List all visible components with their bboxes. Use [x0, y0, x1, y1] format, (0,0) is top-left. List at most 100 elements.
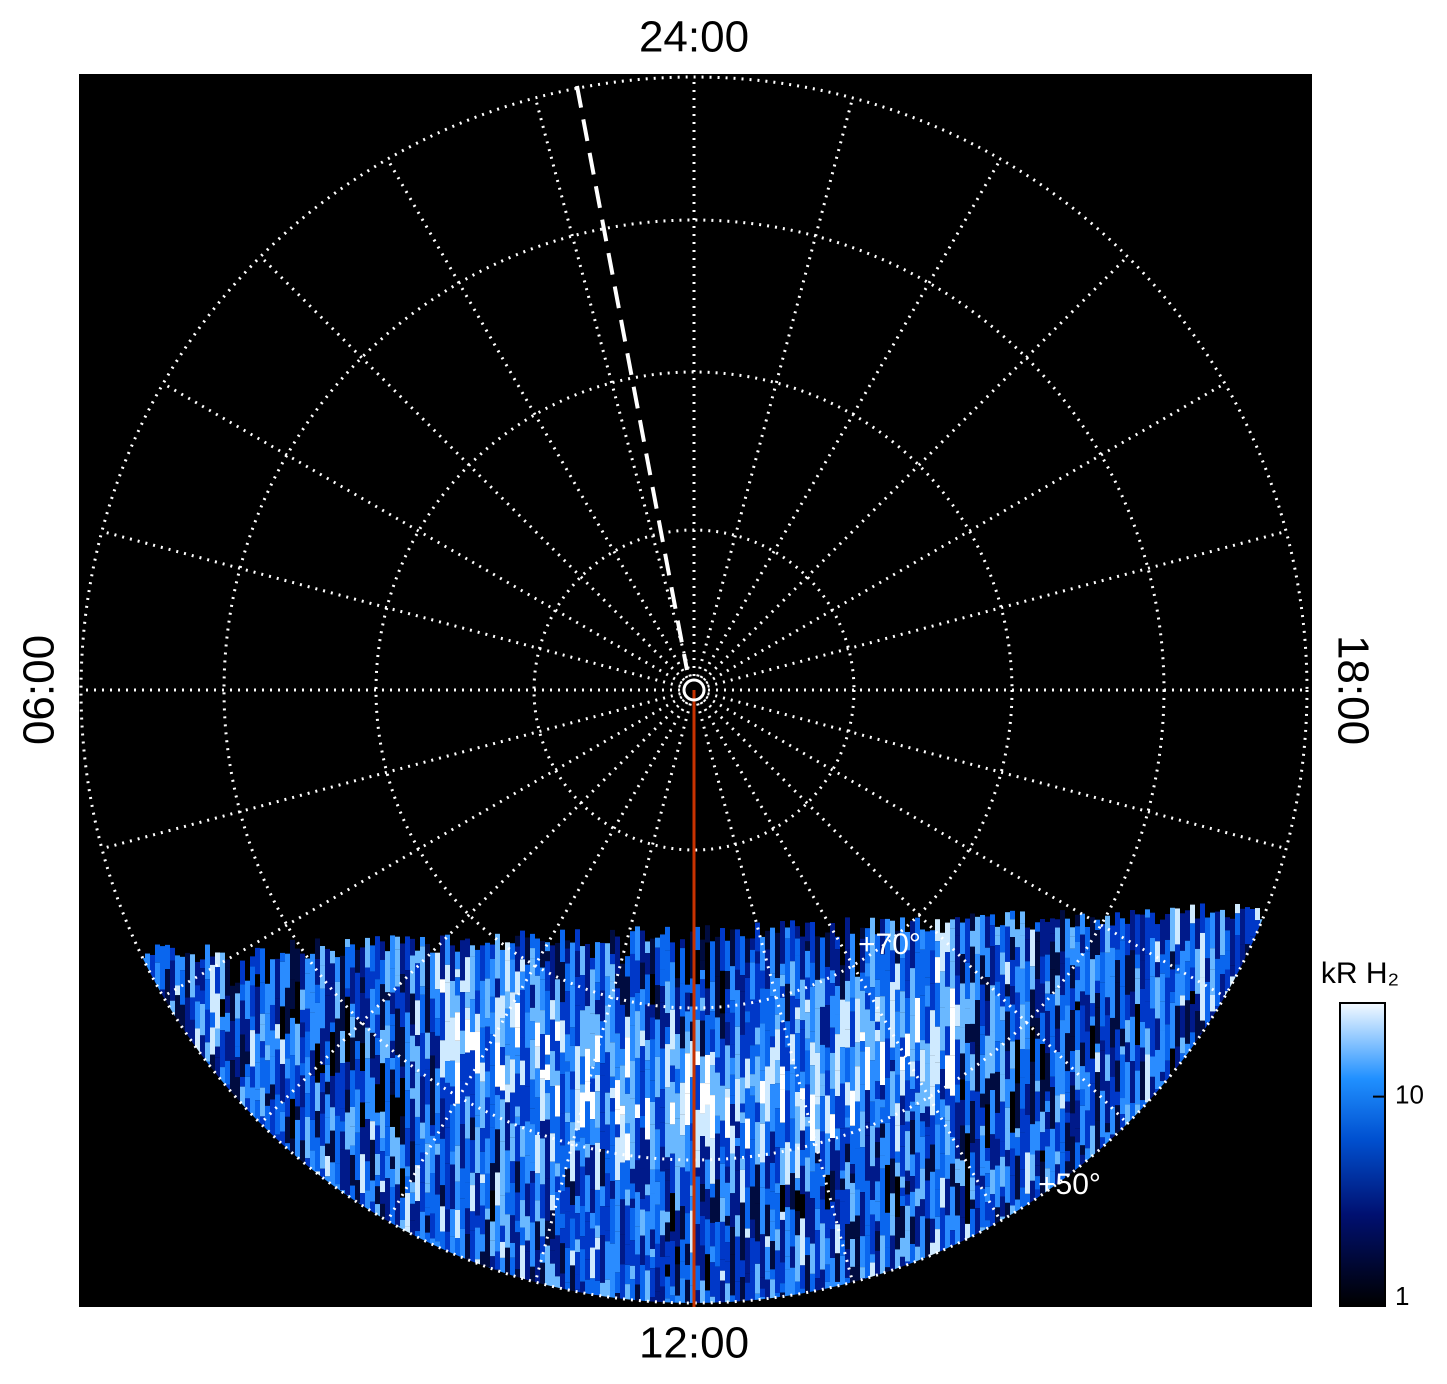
- aurora-pixel: [415, 1116, 420, 1145]
- aurora-pixel: [190, 1306, 195, 1326]
- aurora-pixel: [715, 1057, 720, 1073]
- aurora-pixel: [440, 1185, 445, 1207]
- aurora-pixel: [1100, 1040, 1105, 1051]
- aurora-pixel: [775, 1108, 780, 1148]
- aurora-pixel: [990, 985, 995, 1032]
- aurora-pixel: [890, 1235, 895, 1258]
- aurora-pixel: [1005, 1079, 1010, 1108]
- aurora-pixel: [520, 1245, 525, 1283]
- aurora-pixel: [995, 1207, 1000, 1227]
- aurora-pixel: [710, 1183, 715, 1198]
- aurora-pixel: [700, 1184, 705, 1202]
- aurora-pixel: [1160, 1071, 1165, 1082]
- aurora-pixel: [700, 1056, 705, 1084]
- aurora-pixel: [665, 1180, 670, 1212]
- aurora-pixel: [1020, 935, 1025, 969]
- aurora-pixel: [865, 928, 870, 952]
- aurora-pixel: [965, 1008, 970, 1025]
- aurora-pixel: [795, 1033, 800, 1075]
- aurora-pixel: [940, 1117, 945, 1154]
- aurora-pixel: [1095, 980, 1100, 994]
- aurora-pixel: [665, 926, 670, 951]
- aurora-pixel: [715, 1115, 720, 1134]
- aurora-pixel: [545, 1119, 550, 1135]
- aurora-pixel: [615, 1272, 620, 1294]
- aurora-pixel: [840, 1189, 845, 1202]
- aurora-pixel: [750, 949, 755, 963]
- aurora-pixel: [785, 938, 790, 984]
- aurora-pixel: [200, 990, 205, 1004]
- aurora-pixel: [580, 1010, 585, 1057]
- aurora-pixel: [610, 1198, 615, 1244]
- aurora-pixel: [710, 1051, 715, 1066]
- aurora-pixel: [1135, 914, 1140, 955]
- aurora-pixel: [905, 1110, 910, 1122]
- aurora-pixel: [1030, 1180, 1035, 1219]
- aurora-pixel: [835, 1199, 840, 1225]
- aurora-pixel: [685, 992, 690, 1012]
- aurora-pixel: [225, 959, 230, 968]
- aurora-pixel: [950, 1136, 955, 1164]
- aurora-pixel: [550, 1238, 555, 1251]
- aurora-pixel: [215, 1046, 220, 1058]
- aurora-pixel: [770, 1191, 775, 1210]
- aurora-pixel: [920, 1199, 925, 1217]
- aurora-pixel: [775, 977, 780, 1015]
- aurora-pixel: [975, 1139, 980, 1186]
- aurora-pixel: [410, 1098, 415, 1142]
- aurora-pixel: [570, 1045, 575, 1072]
- aurora-pixel: [630, 1168, 635, 1184]
- aurora-pixel: [570, 1027, 575, 1046]
- aurora-pixel: [200, 1003, 205, 1036]
- aurora-pixel: [830, 1114, 835, 1139]
- aurora-pixel: [1045, 1129, 1050, 1147]
- aurora-pixel: [815, 1230, 820, 1279]
- aurora-pixel: [1080, 1005, 1085, 1043]
- aurora-pixel: [880, 1099, 885, 1108]
- aurora-pixel: [945, 1155, 950, 1179]
- aurora-pixel: [820, 1073, 825, 1086]
- aurora-pixel: [710, 968, 715, 982]
- aurora-pixel: [810, 962, 815, 987]
- aurora-pixel: [510, 1306, 515, 1321]
- aurora-pixel: [305, 1008, 310, 1032]
- aurora-pixel: [1170, 951, 1175, 970]
- aurora-pixel: [265, 1060, 270, 1094]
- aurora-pixel: [570, 1205, 575, 1219]
- aurora-pixel: [410, 938, 415, 956]
- aurora-pixel: [770, 1279, 775, 1303]
- aurora-pixel: [1100, 1026, 1105, 1041]
- aurora-pixel: [575, 1274, 580, 1290]
- aurora-pixel: [1015, 929, 1020, 948]
- aurora-pixel: [1095, 993, 1100, 1008]
- aurora-pixel: [780, 1089, 785, 1123]
- aurora-pixel: [570, 1265, 575, 1302]
- aurora-pixel: [905, 1033, 910, 1057]
- aurora-pixel: [760, 1277, 765, 1289]
- aurora-pixel: [870, 1060, 875, 1102]
- aurora-pixel: [485, 1208, 490, 1220]
- aurora-pixel: [875, 1231, 880, 1251]
- aurora-pixel: [325, 1064, 330, 1082]
- aurora-pixel: [560, 1228, 565, 1244]
- aurora-pixel: [700, 997, 705, 1011]
- aurora-pixel: [230, 985, 235, 1021]
- aurora-pixel: [615, 1033, 620, 1068]
- aurora-pixel: [545, 1245, 550, 1289]
- aurora-pixel: [1115, 1060, 1120, 1092]
- aurora-pixel: [510, 959, 515, 993]
- aurora-pixel: [830, 1052, 835, 1089]
- aurora-pixel: [360, 1154, 365, 1194]
- aurora-pixel: [520, 959, 525, 972]
- aurora-pixel: [380, 1192, 385, 1204]
- aurora-pixel: [660, 969, 665, 987]
- aurora-pixel: [1005, 912, 1010, 927]
- aurora-pixel: [515, 935, 520, 947]
- aurora-pixel: [680, 1048, 685, 1083]
- aurora-pixel: [665, 1256, 670, 1265]
- aurora-pixel: [315, 984, 320, 1003]
- aurora-pixel: [745, 1237, 750, 1274]
- aurora-pixel: [765, 930, 770, 950]
- aurora-pixel: [875, 1081, 880, 1100]
- aurora-pixel: [1040, 1044, 1045, 1080]
